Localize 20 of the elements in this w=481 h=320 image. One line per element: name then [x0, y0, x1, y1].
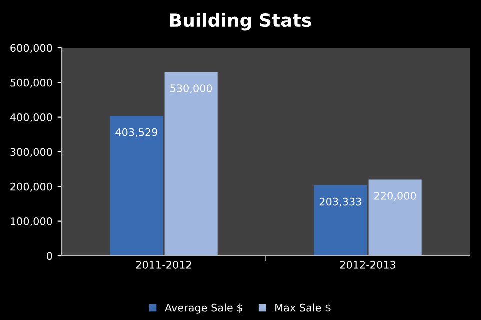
- legend-label: Average Sale $: [165, 304, 242, 314]
- y-tick-label: 600,000: [10, 44, 52, 54]
- chart-title: Building Stats: [170, 13, 312, 31]
- bar: [110, 116, 164, 256]
- x-tick-label: 2011-2012: [136, 261, 192, 269]
- y-tick-label: 0: [47, 252, 52, 260]
- x-tick-label: 2012-2013: [340, 261, 396, 269]
- bar: [314, 186, 368, 256]
- y-tick-label: 200,000: [10, 182, 52, 192]
- bar: [368, 180, 422, 256]
- legend-label: Max Sale $: [276, 304, 331, 314]
- y-tick-label: 100,000: [11, 218, 52, 226]
- bar: [164, 72, 218, 256]
- y-tick-label: 300,000: [10, 148, 52, 158]
- data-label: 220,000: [374, 192, 416, 201]
- y-tick-label: 400,000: [10, 114, 52, 122]
- data-label: 403,529: [116, 128, 158, 138]
- data-label: 530,000: [170, 84, 212, 94]
- data-label: 203,333: [320, 198, 362, 207]
- y-tick-label: 500,000: [10, 78, 52, 88]
